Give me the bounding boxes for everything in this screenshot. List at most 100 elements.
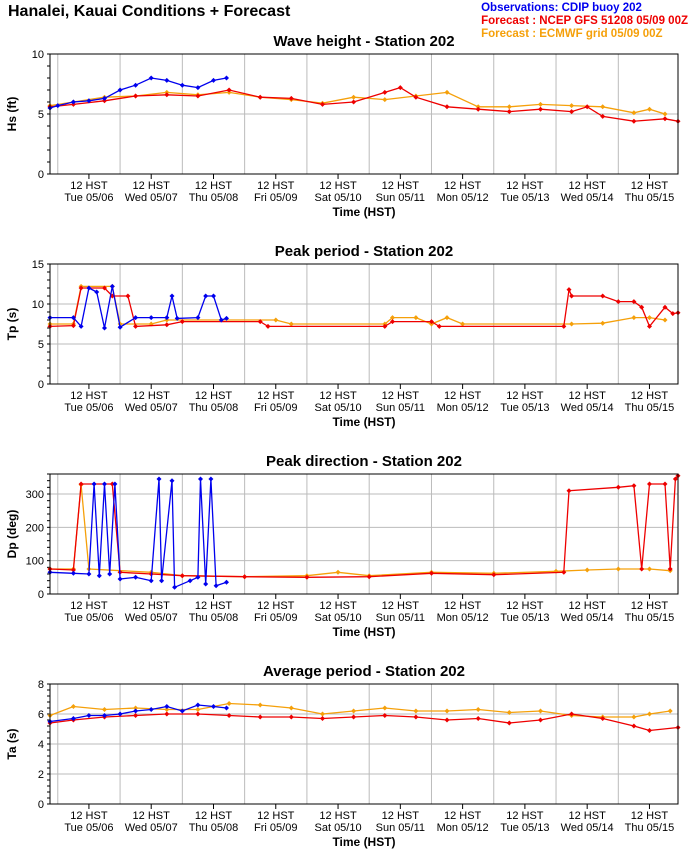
data-point-gfs (647, 728, 652, 733)
x-tick-label: 12 HST (133, 390, 171, 402)
data-point-obs (117, 87, 123, 93)
data-point-obs (195, 315, 201, 321)
data-point-gfs (615, 484, 621, 490)
data-point-gfs (133, 713, 139, 718)
data-point-ecmwf (70, 704, 76, 709)
data-point-gfs (78, 285, 84, 291)
y-tick-label: 0 (38, 799, 44, 811)
x-tick-label: Sun 05/11 (376, 402, 425, 414)
data-point-ecmwf (662, 111, 668, 117)
y-tick-label: 0 (38, 169, 44, 181)
data-point-ecmwf (475, 707, 481, 712)
page-title: Hanalei, Kauai Conditions + Forecast (8, 3, 291, 20)
data-point-gfs (164, 322, 170, 328)
data-point-gfs (288, 714, 294, 720)
x-tick-label: 12 HST (195, 810, 233, 822)
y-tick-label: 100 (26, 556, 44, 568)
data-point-obs (195, 702, 201, 708)
data-point-ecmwf (615, 566, 621, 572)
data-point-obs (133, 315, 139, 321)
data-point-gfs (538, 106, 543, 112)
data-point-ecmwf (444, 315, 450, 321)
x-tick-label: 12 HST (257, 600, 295, 612)
x-tick-label: Wed 05/07 (125, 192, 178, 204)
data-point-ecmwf (584, 567, 590, 573)
y-tick-label: 0 (38, 379, 44, 391)
data-point-gfs (109, 481, 115, 487)
x-axis-label: Time (HST) (332, 205, 395, 219)
series-line-gfs (49, 475, 679, 578)
data-point-gfs (429, 319, 434, 325)
data-point-gfs (672, 476, 678, 482)
x-tick-label: Tue 05/06 (64, 192, 113, 204)
data-point-obs (169, 293, 175, 299)
data-point-gfs (226, 87, 232, 93)
data-point-obs (172, 584, 178, 590)
data-point-gfs (631, 723, 637, 729)
x-tick-label: 12 HST (133, 600, 171, 612)
data-point-obs (187, 578, 193, 584)
x-tick-label: 12 HST (195, 390, 233, 402)
x-tick-label: 12 HST (70, 390, 108, 402)
x-tick-label: Wed 05/14 (561, 192, 614, 204)
data-point-ecmwf (538, 101, 543, 107)
y-axis-label: Dp (deg) (5, 510, 19, 559)
x-tick-label: Sun 05/11 (376, 612, 425, 624)
x-tick-label: Tue 05/13 (500, 402, 549, 414)
x-tick-label: Mon 05/12 (437, 612, 489, 624)
plot-frame (49, 263, 679, 385)
x-tick-label: 12 HST (444, 810, 482, 822)
data-point-obs (164, 77, 170, 83)
data-point-obs (148, 315, 154, 321)
x-tick-label: 12 HST (444, 390, 482, 402)
data-point-gfs (444, 104, 450, 110)
data-point-ecmwf (164, 707, 170, 712)
data-point-gfs (133, 323, 139, 329)
data-point-ecmwf (600, 104, 606, 110)
data-point-ecmwf (506, 104, 512, 110)
data-point-obs (174, 315, 180, 321)
data-point-obs (102, 713, 107, 718)
data-point-ecmwf (335, 569, 341, 575)
data-point-gfs (195, 711, 201, 717)
data-point-gfs (257, 714, 263, 720)
data-point-gfs (475, 106, 481, 112)
data-point-obs (86, 571, 92, 577)
data-point-ecmwf (320, 711, 325, 717)
series-line-obs (49, 478, 227, 589)
data-point-gfs (226, 713, 232, 718)
series-line-ecmwf (50, 285, 666, 325)
x-tick-label: 12 HST (382, 180, 420, 192)
data-point-gfs (257, 94, 263, 100)
x-tick-label: Sat 05/10 (315, 612, 362, 624)
data-point-gfs (78, 481, 84, 487)
y-tick-label: 2 (38, 769, 44, 781)
data-point-obs (169, 478, 175, 484)
plot-frame (49, 473, 679, 595)
data-point-obs (91, 481, 97, 487)
data-point-ecmwf (390, 315, 395, 321)
data-point-ecmwf (506, 710, 512, 715)
data-point-gfs (600, 716, 606, 721)
x-tick-label: Mon 05/12 (437, 192, 489, 204)
x-tick-label: Sun 05/11 (376, 192, 425, 204)
data-point-gfs (179, 573, 185, 579)
data-point-gfs (600, 113, 606, 119)
data-point-obs (224, 705, 229, 711)
x-tick-label: Thu 05/15 (625, 192, 675, 204)
x-tick-label: Sat 05/10 (315, 822, 362, 834)
data-point-gfs (102, 285, 107, 291)
x-tick-label: 12 HST (631, 180, 669, 192)
data-point-obs (224, 75, 229, 81)
chart-2: Peak direction - Station 202 0 100 200 300 12… (5, 453, 681, 639)
x-tick-label: Thu 05/08 (189, 192, 239, 204)
x-tick-label: 12 HST (506, 180, 544, 192)
x-tick-label: Fri 05/09 (254, 402, 297, 414)
data-point-gfs (382, 713, 388, 718)
x-tick-label: Sat 05/10 (315, 402, 362, 414)
data-point-gfs (662, 481, 668, 487)
data-point-ecmwf (444, 89, 450, 95)
data-point-gfs (506, 109, 512, 115)
data-point-ecmwf (273, 317, 279, 323)
